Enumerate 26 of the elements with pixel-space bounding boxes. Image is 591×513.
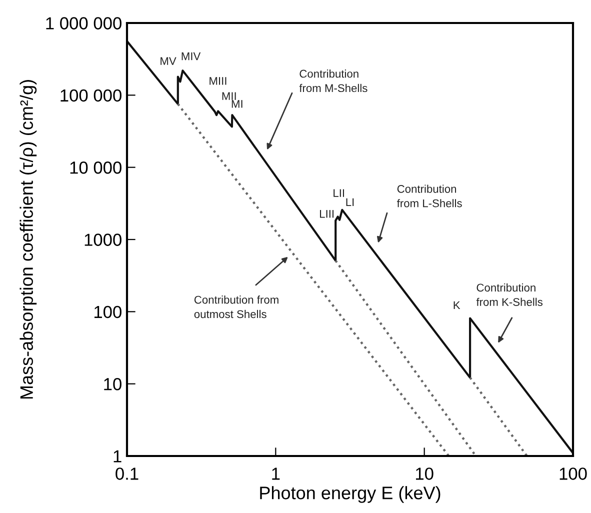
annotation: Contribution from M-Shells <box>299 70 368 92</box>
annotation: K <box>454 301 460 310</box>
annotation: LII <box>334 189 344 197</box>
annotation: Contribution from K-Shells <box>476 283 542 306</box>
x-tick-label: 100 <box>560 468 587 480</box>
annotation: MI <box>232 100 242 108</box>
annotation: Contribution from outmost Shells <box>194 296 278 318</box>
annotation: MII <box>222 92 236 100</box>
annotation: LI <box>346 198 354 206</box>
x-tick-label: 10 <box>416 468 434 480</box>
y-tick-label: 100 <box>94 306 122 318</box>
annotation: Contribution from L-Shells <box>396 184 462 208</box>
annotation: MV <box>160 57 176 65</box>
y-tick-label: 100 000 <box>60 89 122 102</box>
y-tick-label: 1000 <box>84 234 122 246</box>
y-axis-title: Mass-absorption coefficient (τ/ρ) (cm²/g) <box>20 80 37 399</box>
y-tick-label: 1 <box>114 450 122 462</box>
y-tick-label: 10 <box>104 378 122 390</box>
annotation: MIV <box>182 52 201 60</box>
y-tick-label: 1 000 000 <box>46 17 122 30</box>
annotation: MIII <box>210 77 226 85</box>
y-tick-label: 10 000 <box>70 162 122 174</box>
x-axis-title: Photon energy E (keV) <box>260 486 440 503</box>
annotation: LIII <box>320 210 334 218</box>
x-tick-label: 0.1 <box>116 468 138 480</box>
x-tick-label: 1 <box>272 468 280 480</box>
